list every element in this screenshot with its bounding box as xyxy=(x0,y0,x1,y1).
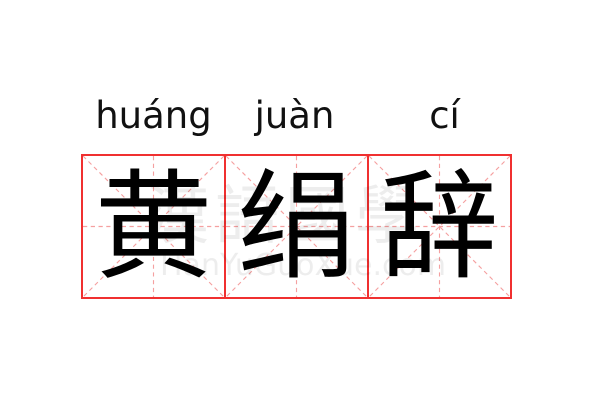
pinyin-1: huáng xyxy=(95,94,212,137)
character-grid: 黄 绢 辞 xyxy=(81,154,518,299)
character: 黄 xyxy=(94,157,213,296)
pinyin-3: cí xyxy=(429,94,460,137)
guide-lines xyxy=(83,156,224,297)
character: 辞 xyxy=(380,157,499,296)
character-cell-2: 绢 xyxy=(224,154,369,299)
character-cell-3: 辞 xyxy=(367,154,512,299)
pinyin-2: juàn xyxy=(254,94,335,137)
character: 绢 xyxy=(237,157,356,296)
guide-lines xyxy=(226,156,367,297)
character-cell-1: 黄 xyxy=(81,154,226,299)
guide-lines xyxy=(369,156,510,297)
